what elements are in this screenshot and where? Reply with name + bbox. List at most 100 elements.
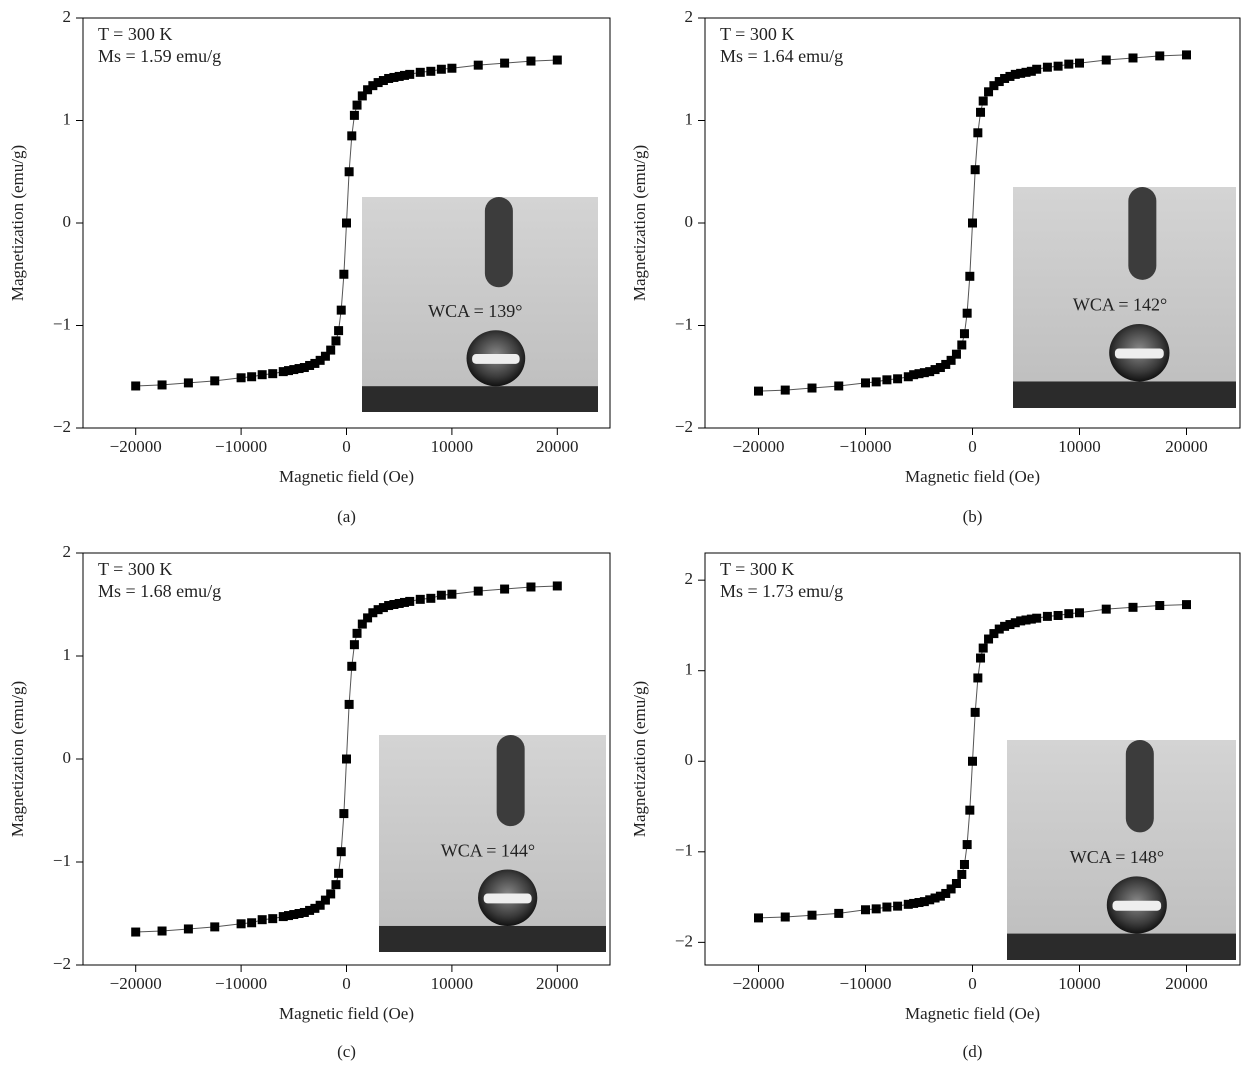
- data-point: [389, 600, 399, 609]
- wca-label: WCA = 142°: [1073, 294, 1167, 314]
- data-point: [363, 85, 373, 95]
- data-point: [236, 373, 246, 383]
- data-point: [210, 922, 220, 932]
- data-point: [157, 926, 167, 936]
- data-point: [294, 364, 304, 374]
- data-point: [526, 582, 536, 592]
- wca-label: WCA = 144°: [441, 840, 535, 860]
- data-point: [339, 809, 349, 819]
- data-point: [368, 608, 378, 618]
- data-point: [131, 927, 141, 937]
- data-point: [344, 699, 354, 709]
- data-point: [861, 378, 870, 388]
- y-tick-label: −2: [53, 417, 71, 436]
- data-point: [278, 912, 288, 922]
- data-point: [973, 128, 983, 138]
- data-point: [965, 271, 975, 281]
- inset-reflection: [472, 354, 520, 364]
- data-point: [183, 378, 193, 388]
- data-point: [526, 56, 536, 66]
- data-point: [871, 904, 881, 914]
- data-point: [962, 308, 972, 318]
- data-point: [310, 903, 320, 913]
- data-point: [399, 70, 409, 80]
- x-tick-label: −20000: [110, 974, 162, 993]
- inset-needle: [496, 735, 525, 827]
- data-point: [342, 218, 351, 228]
- data-point: [984, 634, 994, 644]
- data-point: [1000, 73, 1010, 83]
- x-tick-label: −20000: [732, 437, 784, 456]
- data-point: [289, 365, 299, 375]
- data-point: [1032, 613, 1042, 623]
- data-point: [919, 897, 929, 907]
- data-point: [426, 593, 436, 603]
- data-point: [331, 880, 341, 890]
- data-point: [436, 64, 446, 74]
- data-point: [754, 913, 763, 923]
- y-axis-label: Magnetization (emu/g): [630, 681, 649, 837]
- data-point: [294, 909, 304, 918]
- y-tick-label: 1: [685, 660, 694, 679]
- y-tick-label: 0: [685, 212, 694, 231]
- data-point: [1182, 50, 1191, 60]
- data-point: [349, 110, 359, 120]
- data-point: [951, 879, 961, 889]
- annotation: Ms = 1.68 emu/g: [98, 581, 221, 601]
- data-point: [1021, 67, 1031, 77]
- data-point: [903, 372, 913, 382]
- data-point: [352, 100, 362, 110]
- data-point: [320, 895, 330, 905]
- y-tick-label: 0: [685, 750, 694, 769]
- y-tick-label: 1: [685, 109, 694, 128]
- data-point: [473, 60, 483, 70]
- data-point: [236, 919, 246, 929]
- data-point: [315, 900, 325, 910]
- inset-needle: [1125, 740, 1154, 833]
- data-point: [552, 55, 562, 65]
- inset-substrate: [1007, 933, 1236, 960]
- data-point: [976, 653, 986, 663]
- data-point: [930, 893, 940, 903]
- y-tick-label: 2: [63, 7, 72, 26]
- data-point: [754, 386, 763, 396]
- y-tick-label: 2: [685, 7, 694, 26]
- data-point: [1005, 620, 1015, 630]
- data-point: [861, 905, 870, 915]
- annotation: Ms = 1.73 emu/g: [720, 581, 843, 601]
- data-point: [436, 590, 446, 600]
- data-point: [257, 915, 267, 925]
- data-point: [473, 586, 483, 596]
- data-point: [378, 76, 388, 86]
- data-point: [989, 81, 999, 91]
- data-point: [389, 72, 399, 82]
- panel-label: (c): [337, 1042, 356, 1061]
- data-point: [334, 326, 344, 336]
- data-point: [447, 589, 457, 599]
- x-tick-label: −20000: [732, 974, 784, 993]
- data-point: [976, 107, 986, 117]
- data-point: [1064, 59, 1074, 69]
- x-tick-label: 20000: [1165, 437, 1208, 456]
- data-point: [336, 847, 346, 857]
- x-tick-label: 0: [968, 974, 977, 993]
- data-point: [871, 377, 881, 387]
- data-point: [1155, 601, 1165, 611]
- data-point: [305, 360, 315, 370]
- x-tick-label: 10000: [431, 974, 474, 993]
- y-axis-label: Magnetization (emu/g): [8, 681, 27, 837]
- data-point: [247, 918, 257, 928]
- data-point: [349, 640, 359, 650]
- data-point: [247, 372, 257, 382]
- inset-reflection: [1114, 348, 1164, 359]
- data-point: [1155, 51, 1165, 61]
- annotation: T = 300 K: [98, 24, 172, 44]
- data-point: [1101, 55, 1111, 65]
- data-point: [357, 91, 367, 101]
- panel-label: (d): [963, 1042, 983, 1061]
- data-point: [914, 898, 924, 908]
- inset-reflection: [483, 893, 532, 904]
- data-point: [941, 888, 951, 898]
- data-point: [210, 376, 220, 386]
